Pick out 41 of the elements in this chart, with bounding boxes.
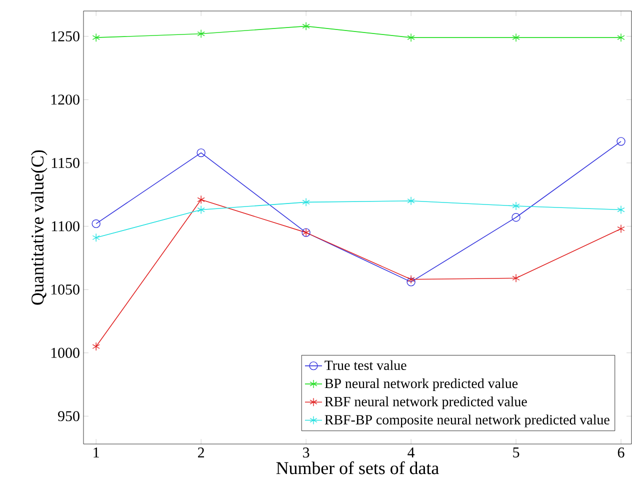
- point: [512, 274, 520, 282]
- point: [407, 33, 415, 42]
- point: [512, 202, 520, 210]
- point: [406, 278, 416, 286]
- y-tick-label: 1200: [51, 94, 80, 105]
- x-axis-title: Number of sets of data: [276, 461, 439, 474]
- point: [617, 224, 625, 234]
- point: [196, 148, 206, 158]
- point: [512, 213, 520, 222]
- y-tick-label: 950: [58, 411, 80, 422]
- point: [302, 22, 310, 31]
- y-tick-label: 1250: [51, 31, 80, 42]
- point: [617, 205, 625, 214]
- legend-label: RBF-BP composite neural network predicted value: [324, 414, 610, 428]
- point: [407, 275, 415, 284]
- x-tick-label: 1: [94, 448, 99, 458]
- legend-label: BP neural network predicted value: [324, 378, 518, 392]
- point: [92, 33, 100, 42]
- y-tick-label: 1100: [52, 221, 80, 232]
- y-tick-label: 1050: [51, 284, 80, 295]
- point: [92, 219, 100, 228]
- point: [92, 342, 100, 351]
- point: [407, 196, 415, 206]
- x-tick-label: 4: [408, 448, 415, 458]
- x-tick-label: 6: [618, 448, 624, 458]
- x-tick-label: 5: [513, 448, 520, 458]
- legend-label: True test value: [324, 360, 406, 370]
- y-tick-label: 1150: [52, 158, 80, 168]
- y-tick-label: 1000: [51, 348, 80, 358]
- point: [512, 33, 520, 42]
- point: [197, 195, 205, 204]
- x-tick-label: 2: [198, 448, 204, 458]
- point: [197, 205, 205, 214]
- point: [92, 233, 100, 242]
- y-axis-title: Quantitative value(C): [30, 150, 48, 305]
- point: [616, 137, 626, 146]
- point: [197, 29, 205, 38]
- legend-label: RBF neural network predicted value: [324, 396, 527, 410]
- point: [617, 33, 625, 42]
- point: [302, 198, 310, 207]
- x-tick-label: 3: [303, 448, 310, 458]
